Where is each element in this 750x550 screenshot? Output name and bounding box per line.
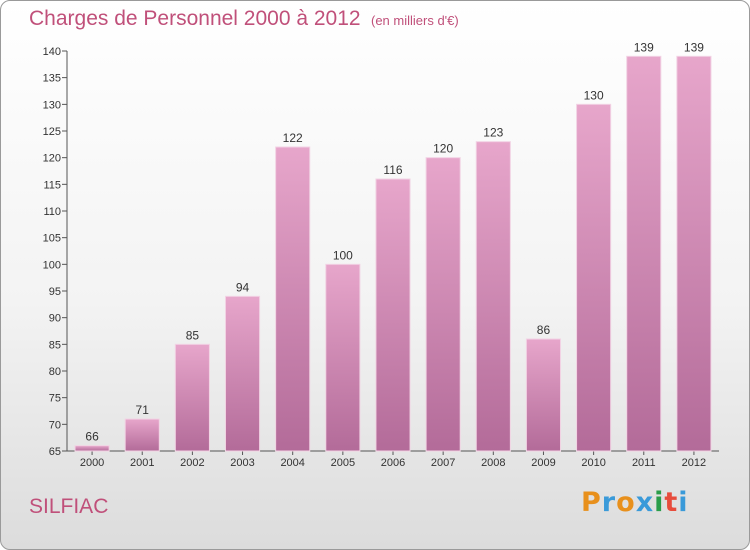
bar-2004	[275, 146, 311, 452]
commune-name: SILFIAC	[29, 495, 109, 518]
logo-letter: o	[616, 487, 636, 518]
data-label-2003: 94	[236, 280, 250, 294]
data-label-2001: 71	[136, 403, 150, 417]
x-tick-label: 2007	[431, 457, 455, 469]
x-tick-label: 2003	[230, 457, 254, 469]
y-tick-label: 140	[43, 46, 61, 58]
bar-2002	[174, 343, 210, 452]
x-tick-label: 2002	[180, 457, 204, 469]
bar-2003	[224, 295, 261, 452]
x-tick-label: 2008	[481, 457, 505, 469]
y-tick-label: 125	[43, 126, 61, 138]
data-label-2000: 66	[85, 430, 99, 444]
logo-letter: t	[664, 487, 679, 518]
data-label-2011: 139	[634, 40, 654, 54]
y-tick-label: 75	[49, 393, 61, 405]
data-label-2009: 86	[537, 323, 551, 337]
data-label-2002: 85	[186, 328, 200, 342]
bar-2000	[74, 445, 110, 452]
data-label-2012: 139	[684, 40, 704, 54]
y-tick-label: 70	[49, 419, 61, 431]
x-tick-label: 2001	[130, 457, 154, 469]
data-label-2006: 116	[383, 163, 402, 177]
bar-2011	[626, 55, 662, 452]
y-tick-label: 80	[49, 366, 61, 378]
data-label-2008: 123	[483, 126, 503, 140]
data-label-2007: 120	[433, 142, 453, 156]
chart-subtitle: (en milliers d'€)	[371, 13, 459, 28]
x-tick-label: 2005	[331, 457, 355, 469]
chart-title: Charges de Personnel 2000 à 2012	[29, 7, 361, 30]
x-tick-label: 2011	[632, 457, 656, 469]
y-tick-label: 130	[43, 99, 61, 111]
x-tick-label: 2006	[381, 457, 405, 469]
data-label-2005: 100	[333, 248, 353, 262]
logo-letter: i	[678, 487, 689, 518]
logo-letter: P	[581, 487, 602, 518]
bar-2005	[325, 263, 361, 452]
y-tick-label: 135	[43, 73, 61, 85]
y-tick-label: 110	[43, 206, 61, 218]
bar-2010	[576, 103, 612, 452]
x-tick-label: 2000	[80, 457, 104, 469]
bar-2001	[124, 418, 160, 452]
bar-2012	[676, 55, 712, 452]
logo-letter: x	[635, 487, 655, 518]
logo-letter: i	[654, 487, 665, 518]
bar-2007	[425, 157, 461, 452]
bar-2008	[475, 141, 511, 452]
y-tick-label: 105	[43, 233, 61, 245]
y-tick-label: 85	[49, 339, 61, 351]
data-label-2010: 130	[584, 88, 604, 102]
y-tick-label: 90	[49, 313, 61, 325]
logo-letter: r	[601, 487, 617, 518]
x-tick-label: 2012	[682, 457, 706, 469]
x-tick-label: 2010	[581, 457, 605, 469]
y-tick-label: 120	[43, 153, 61, 165]
data-label-2004: 122	[283, 131, 303, 145]
proxiti-logo: Proxiti	[581, 487, 689, 518]
bar-2009	[525, 338, 562, 452]
y-tick-label: 115	[43, 179, 61, 191]
y-tick-label: 100	[43, 259, 61, 271]
x-tick-label: 2004	[280, 457, 304, 469]
x-tick-label: 2009	[531, 457, 555, 469]
y-tick-label: 95	[49, 286, 61, 298]
y-tick-label: 65	[49, 446, 61, 458]
bar-2006	[375, 178, 411, 452]
